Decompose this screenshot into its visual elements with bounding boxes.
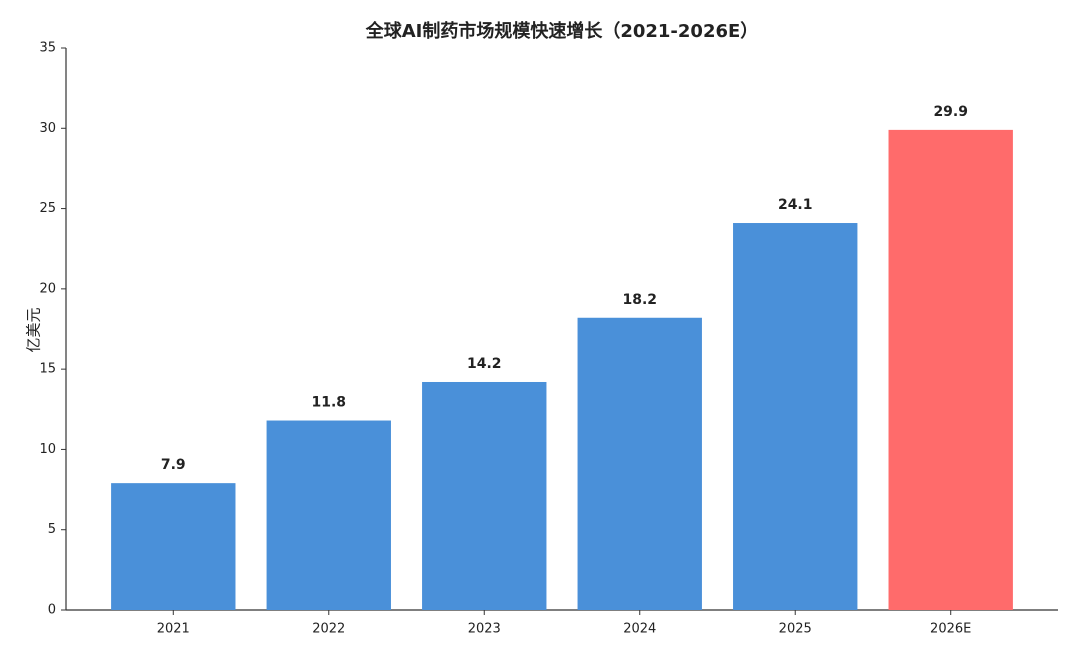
x-tick-label: 2026E bbox=[930, 622, 971, 637]
y-tick-label: 30 bbox=[39, 121, 56, 136]
value-label: 7.9 bbox=[161, 457, 186, 473]
x-tick-label: 2024 bbox=[623, 622, 656, 637]
y-tick-label: 5 bbox=[48, 522, 56, 537]
bar bbox=[733, 223, 858, 610]
bar bbox=[577, 317, 702, 610]
value-label: 29.9 bbox=[933, 104, 968, 120]
x-tick-label: 2023 bbox=[468, 622, 501, 637]
value-label: 14.2 bbox=[467, 356, 502, 372]
chart-title: 全球AI制药市场规模快速增长（2021-2026E） bbox=[365, 20, 759, 42]
y-tick-label: 25 bbox=[39, 201, 56, 216]
bar bbox=[266, 420, 391, 610]
x-tick-label: 2022 bbox=[312, 622, 345, 637]
value-label: 11.8 bbox=[311, 395, 346, 411]
y-tick-label: 0 bbox=[48, 603, 56, 618]
bar bbox=[422, 381, 547, 610]
x-tick-label: 2021 bbox=[157, 622, 190, 637]
x-tick-label: 2025 bbox=[779, 622, 812, 637]
value-label: 24.1 bbox=[778, 197, 813, 213]
y-tick-label: 35 bbox=[39, 41, 56, 56]
value-label: 18.2 bbox=[622, 292, 657, 308]
y-tick-label: 10 bbox=[39, 442, 56, 457]
y-tick-label: 15 bbox=[39, 362, 56, 377]
y-axis-label: 亿美元 bbox=[25, 307, 43, 352]
bar bbox=[111, 483, 236, 610]
y-tick-label: 20 bbox=[39, 281, 56, 296]
bar bbox=[888, 129, 1013, 611]
